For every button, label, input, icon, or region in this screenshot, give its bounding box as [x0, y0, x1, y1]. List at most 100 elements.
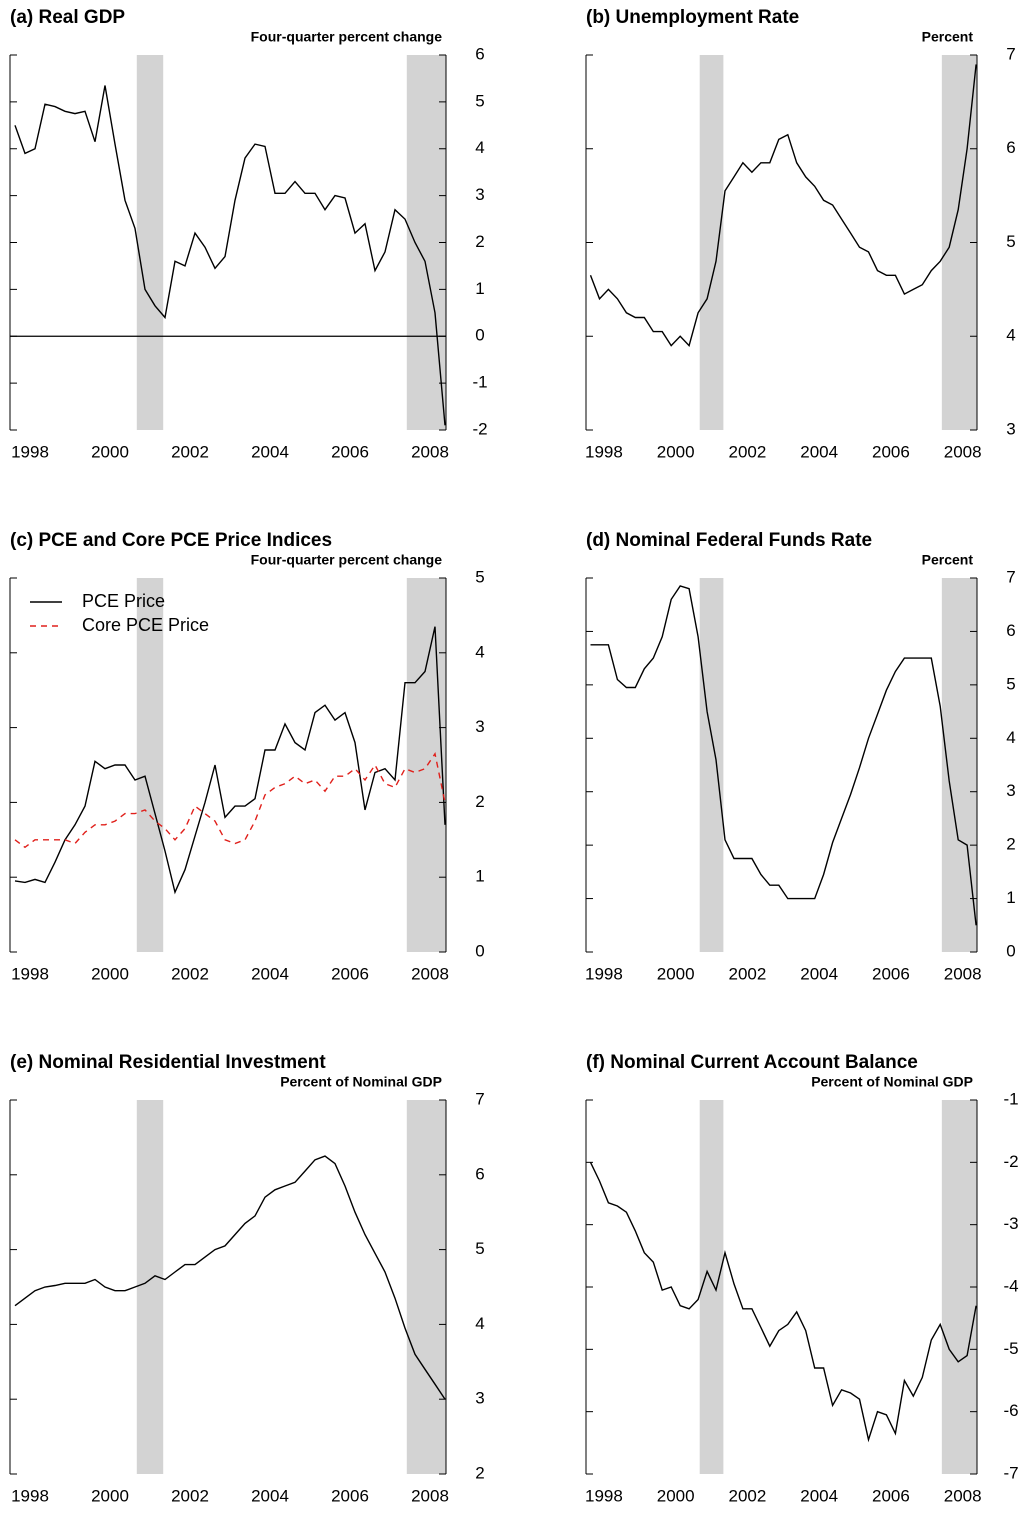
axis-unit: Four-quarter percent change: [251, 552, 443, 568]
x-tick-label: 2002: [729, 1486, 767, 1505]
x-tick-label: 2008: [411, 442, 449, 461]
x-tick-label: 2000: [657, 964, 695, 983]
y-tick-label: 6: [475, 44, 484, 63]
x-tick-label: 2004: [251, 1486, 289, 1505]
axis-unit: Percent: [922, 29, 974, 45]
panel-title: (e) Nominal Residential Investment: [10, 1052, 326, 1073]
panel-title: (f) Nominal Current Account Balance: [586, 1052, 918, 1073]
y-tick-label: -4: [1003, 1276, 1018, 1295]
y-tick-label: -2: [472, 419, 487, 438]
x-tick-label: 1998: [11, 1486, 49, 1505]
series-line: [14, 85, 446, 426]
y-tick-label: -3: [1003, 1214, 1018, 1233]
y-tick-label: 3: [1006, 419, 1015, 438]
y-tick-label: 7: [475, 1089, 484, 1108]
recession-shade: [406, 1100, 446, 1474]
recession-shade: [136, 578, 164, 952]
y-tick-label: 5: [1006, 232, 1015, 251]
y-tick-label: 3: [475, 185, 484, 204]
y-tick-label: 4: [1006, 326, 1015, 345]
x-tick-label: 2008: [411, 1486, 449, 1505]
recession-shade: [699, 1100, 724, 1474]
y-tick-label: 7: [1006, 44, 1015, 63]
y-tick-label: -5: [1003, 1339, 1018, 1358]
x-tick-label: 2000: [657, 442, 695, 461]
y-tick-label: -1: [472, 373, 487, 392]
x-tick-label: 2002: [171, 442, 209, 461]
x-tick-label: 2000: [91, 964, 129, 983]
series-line: [14, 1155, 446, 1400]
y-tick-label: 4: [1006, 728, 1015, 747]
x-tick-label: 2000: [91, 1486, 129, 1505]
panel-title: (a) Real GDP: [10, 7, 125, 28]
x-tick-label: 2004: [800, 1486, 838, 1505]
y-tick-label: 3: [1006, 781, 1015, 800]
y-tick-label: -6: [1003, 1401, 1018, 1420]
axis-unit: Percent of Nominal GDP: [280, 1074, 442, 1090]
x-tick-label: 2008: [411, 964, 449, 983]
y-tick-label: 4: [475, 1314, 484, 1333]
y-tick-label: 4: [475, 642, 484, 661]
y-tick-label: 5: [475, 91, 484, 110]
y-tick-label: 2: [475, 792, 484, 811]
series-line: [14, 752, 446, 849]
recession-shade: [699, 55, 724, 430]
x-tick-label: 2004: [251, 964, 289, 983]
legend-label: Core PCE Price: [82, 615, 209, 635]
series-line: [590, 585, 977, 926]
x-tick-label: 2006: [331, 1486, 369, 1505]
x-tick-label: 2000: [91, 442, 129, 461]
x-tick-label: 1998: [585, 964, 623, 983]
y-tick-label: 2: [1006, 835, 1015, 854]
x-tick-label: 1998: [585, 1486, 623, 1505]
x-tick-label: 1998: [585, 442, 623, 461]
y-tick-label: 1: [475, 279, 484, 298]
series-line: [14, 626, 446, 895]
y-tick-label: 5: [475, 567, 484, 586]
y-tick-label: -2: [1003, 1152, 1018, 1171]
series-line: [589, 1161, 977, 1443]
x-tick-label: 2004: [800, 964, 838, 983]
y-tick-label: 0: [475, 326, 484, 345]
y-tick-label: 2: [475, 1463, 484, 1482]
x-tick-label: 2002: [729, 964, 767, 983]
y-tick-label: 1: [1006, 888, 1015, 907]
y-tick-label: 5: [1006, 674, 1015, 693]
x-tick-label: 2002: [171, 964, 209, 983]
legend-label: PCE Price: [82, 591, 165, 611]
x-tick-label: 2002: [729, 442, 767, 461]
y-tick-label: 0: [1006, 941, 1015, 960]
panel-title: (c) PCE and Core PCE Price Indices: [10, 530, 332, 551]
x-tick-label: 2006: [872, 1486, 910, 1505]
panel-title: (b) Unemployment Rate: [586, 7, 799, 28]
y-tick-label: 7: [1006, 567, 1015, 586]
y-tick-label: 6: [1006, 621, 1015, 640]
x-tick-label: 2004: [251, 442, 289, 461]
y-tick-label: -7: [1003, 1463, 1018, 1482]
y-tick-label: 1: [475, 867, 484, 886]
x-tick-label: 2008: [944, 964, 982, 983]
panel-title: (d) Nominal Federal Funds Rate: [586, 530, 872, 551]
recession-shade: [136, 55, 164, 430]
y-tick-label: 2: [475, 232, 484, 251]
y-tick-label: 6: [475, 1164, 484, 1183]
x-tick-label: 2006: [331, 442, 369, 461]
x-tick-label: 2006: [872, 442, 910, 461]
x-tick-label: 2006: [331, 964, 369, 983]
x-tick-label: 2006: [872, 964, 910, 983]
y-tick-label: 3: [475, 1389, 484, 1408]
x-tick-label: 1998: [11, 964, 49, 983]
y-tick-label: 5: [475, 1239, 484, 1258]
y-tick-label: -1: [1003, 1089, 1018, 1108]
axis-unit: Percent of Nominal GDP: [811, 1074, 973, 1090]
y-tick-label: 3: [475, 717, 484, 736]
y-tick-label: 4: [475, 138, 484, 157]
axis-unit: Four-quarter percent change: [251, 29, 443, 45]
series-line: [589, 64, 977, 347]
recession-shade: [136, 1100, 164, 1474]
recession-shade: [406, 578, 446, 952]
x-tick-label: 2004: [800, 442, 838, 461]
axis-unit: Percent: [922, 552, 974, 568]
y-tick-label: 0: [475, 941, 484, 960]
